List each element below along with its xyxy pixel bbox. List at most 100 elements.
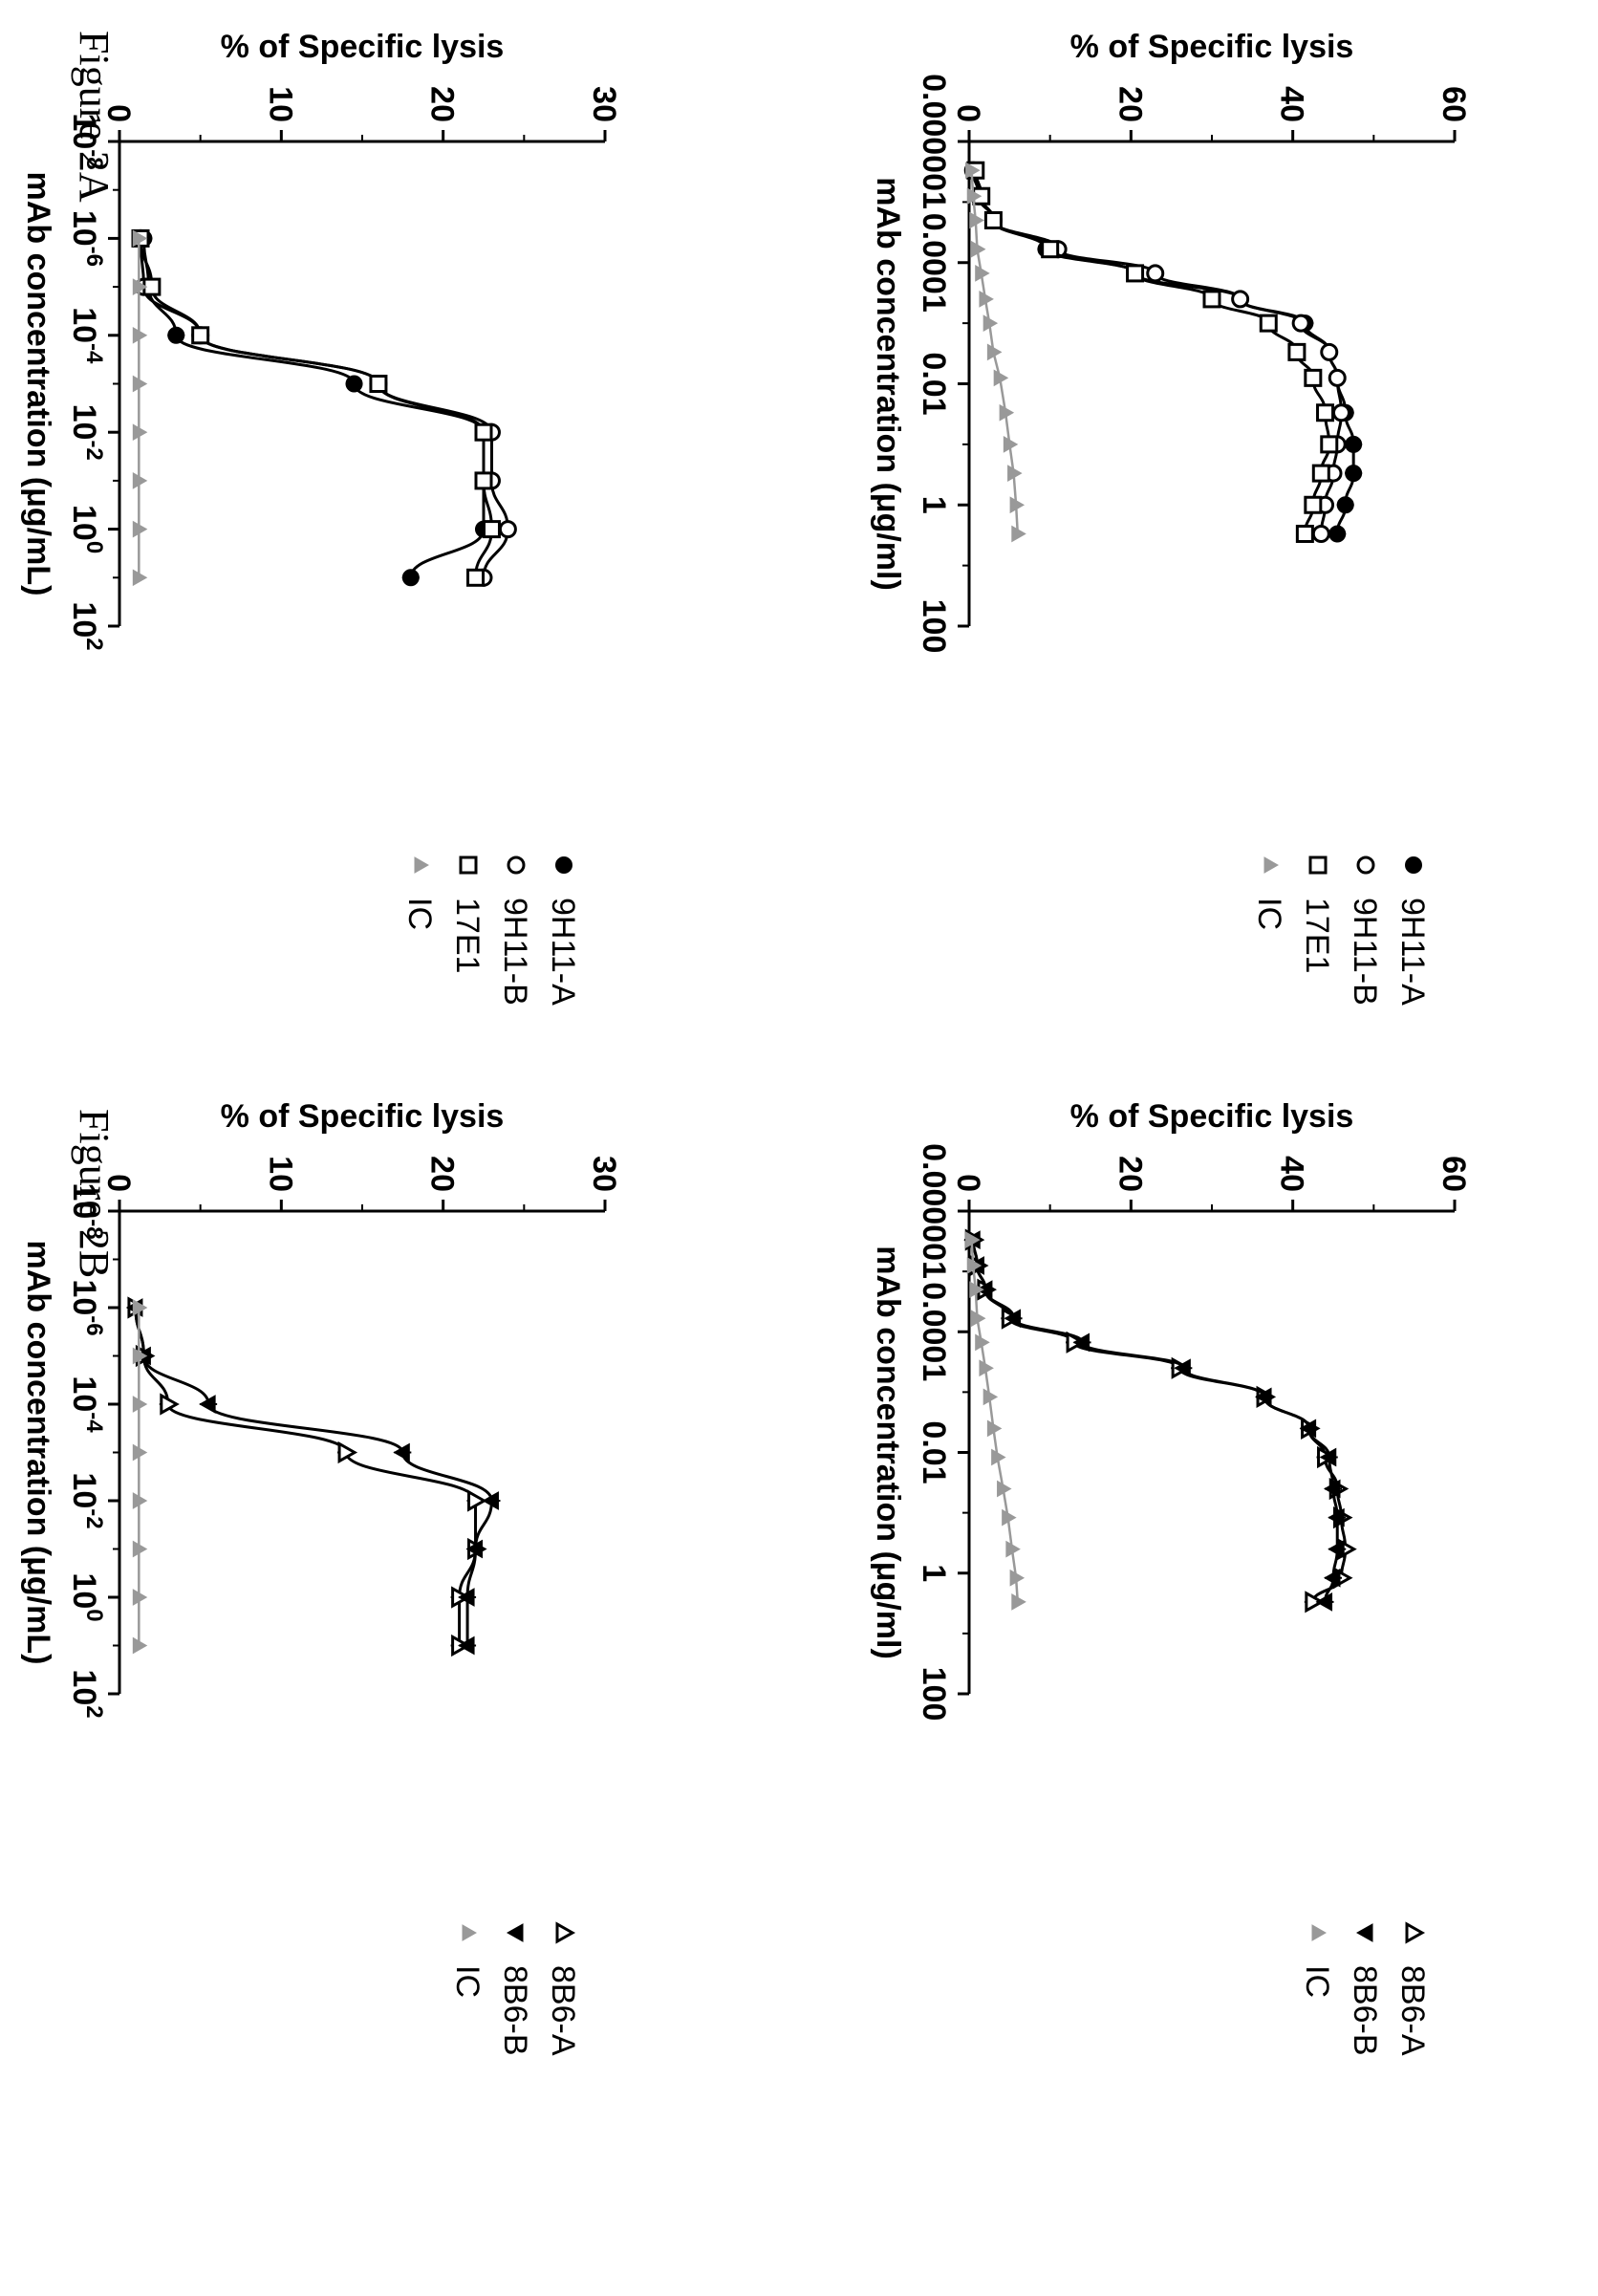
data-point <box>191 326 210 345</box>
data-point <box>1336 496 1354 514</box>
series-8B6-B <box>125 1298 501 1656</box>
data-point <box>1009 496 1026 514</box>
y-tick-label: 10 <box>262 86 298 122</box>
fit-curve <box>971 170 1343 534</box>
legend-label: 9H11-B <box>1347 898 1383 1006</box>
legend-label: 9H11-A <box>545 898 581 1006</box>
data-point <box>1319 1447 1337 1467</box>
data-point <box>999 403 1015 422</box>
x-tick-label: 102 <box>66 601 107 650</box>
data-point <box>132 1636 148 1655</box>
y-tick-label: 0 <box>950 1174 986 1192</box>
legend-label: 9H11-A <box>1394 898 1431 1006</box>
chart-2b_right: 0 10 20 30 10-8 10-6 10-4 10-2 100 102 mAb concent… <box>20 29 622 1006</box>
data-point <box>993 369 1009 387</box>
x-tick-label: 100 <box>66 505 107 553</box>
y-tick-label: 40 <box>1274 86 1310 122</box>
data-point <box>1041 240 1060 259</box>
data-point <box>1304 495 1323 514</box>
fit-curve <box>971 1240 1339 1602</box>
data-point <box>132 520 148 538</box>
x-axis-title: mAb concentration (μg/mL) <box>20 1241 56 1665</box>
x-tick-label: 10-6 <box>66 210 107 267</box>
data-point <box>1345 435 1363 453</box>
series-IC <box>965 1231 1026 1611</box>
data-point <box>1011 525 1026 543</box>
data-point <box>1345 465 1363 483</box>
x-axis-title: mAb concentration (μg/mL) <box>20 172 56 596</box>
data-point <box>132 375 148 393</box>
legend-label: 8B6-B <box>1347 1965 1383 2056</box>
x-tick-label: 0.000001 <box>916 1143 952 1279</box>
x-tick-label: 10-2 <box>66 404 107 461</box>
data-point <box>1009 1569 1026 1587</box>
legend-marker <box>1263 856 1280 874</box>
data-point <box>1004 1309 1022 1329</box>
data-point <box>1202 290 1221 309</box>
data-point <box>1328 1539 1345 1559</box>
data-point <box>975 1280 993 1299</box>
data-point <box>979 291 994 308</box>
data-point <box>369 375 388 393</box>
data-point <box>132 1492 148 1509</box>
data-point <box>969 211 984 229</box>
x-tick-label: 0.000001 <box>916 74 952 209</box>
y-tick-label: 60 <box>1436 86 1472 122</box>
series-8B6-B <box>963 1230 1347 1612</box>
legend-label: 8B6-A <box>1394 1965 1431 2056</box>
figure-2b-title: Figure 2B <box>71 1109 118 1279</box>
x-axis-title: mAb concentration (μg/ml) <box>870 1245 906 1659</box>
legend-marker <box>555 856 572 874</box>
data-point <box>458 1588 475 1607</box>
data-point <box>1287 342 1306 361</box>
legend-marker <box>1356 856 1375 875</box>
data-point <box>975 1333 990 1352</box>
fit-curve <box>139 238 509 578</box>
data-point <box>1255 1387 1272 1407</box>
x-tick-label: 102 <box>66 1669 107 1718</box>
y-tick-label: 20 <box>1112 1156 1148 1192</box>
y-tick-label: 20 <box>424 86 461 122</box>
legend-marker <box>1405 1921 1426 1944</box>
y-tick-label: 30 <box>586 1156 622 1192</box>
y-tick-label: 20 <box>1112 86 1148 122</box>
data-point <box>983 210 1003 229</box>
data-point <box>1007 465 1023 482</box>
data-point <box>1231 290 1250 309</box>
legend-marker <box>507 856 526 875</box>
x-tick-label: 100 <box>916 1667 952 1722</box>
data-point <box>1295 524 1314 543</box>
data-point <box>132 1443 148 1462</box>
data-point <box>458 1635 475 1656</box>
legend-marker <box>555 1921 576 1944</box>
data-point <box>1002 1508 1017 1527</box>
x-tick-label: 10-2 <box>66 1472 107 1528</box>
data-point <box>1320 435 1339 454</box>
legend-marker <box>1405 856 1422 874</box>
x-tick-label: 1 <box>916 1564 952 1582</box>
legend-label: IC <box>1251 898 1287 930</box>
fit-curve <box>134 1307 478 1646</box>
data-point <box>132 1347 148 1365</box>
chart-2b_left: 0 10 20 30 10-8 10-6 10-4 10-2 100 102 mAb concent… <box>20 1098 622 2056</box>
data-point <box>966 1257 983 1274</box>
y-tick-label: 0 <box>950 104 986 122</box>
data-point <box>482 520 501 539</box>
figure-2a-title: Figure 2A <box>71 31 118 203</box>
series-17E1 <box>966 161 1339 543</box>
data-point <box>466 568 486 587</box>
legend-label: IC <box>401 898 438 930</box>
x-tick-label: 0.01 <box>916 1420 952 1484</box>
series-IC <box>965 162 1026 543</box>
legend-label: 8B6-B <box>497 1965 533 2056</box>
y-tick-label: 0 <box>100 104 137 122</box>
data-point <box>969 1281 984 1298</box>
legend-marker <box>459 856 478 875</box>
x-tick-label: 1 <box>916 496 952 514</box>
data-point <box>1316 403 1335 422</box>
legend-marker <box>506 1923 524 1942</box>
series-IC <box>132 1299 148 1655</box>
data-point <box>1005 1540 1021 1558</box>
